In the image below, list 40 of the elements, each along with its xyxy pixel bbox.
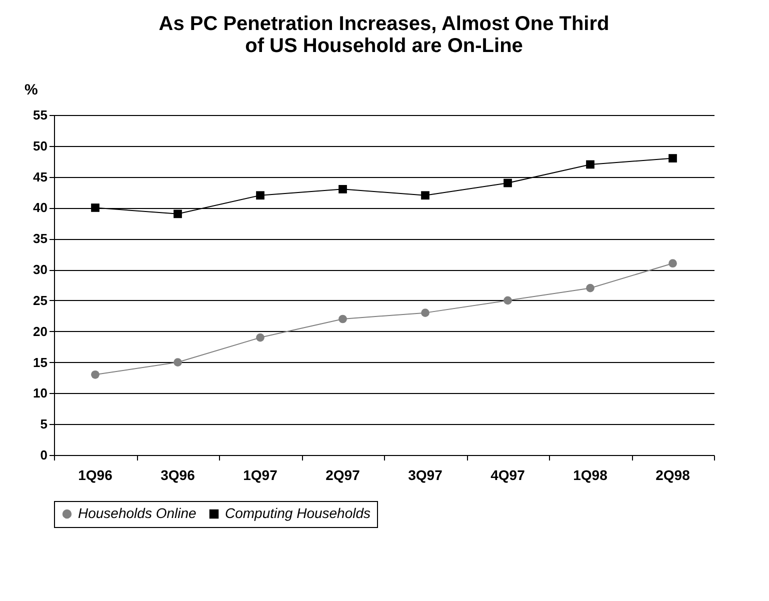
point — [504, 178, 512, 188]
point — [174, 358, 182, 366]
point — [256, 333, 264, 342]
x-tick-label: 1Q96 — [78, 467, 113, 483]
x-tick-label: 1Q98 — [573, 467, 608, 483]
point — [174, 210, 182, 218]
y-tick-label: 10 — [33, 386, 48, 401]
x-tick-label: 1Q97 — [243, 467, 278, 483]
x-tick-label: 3Q97 — [408, 467, 443, 483]
point — [421, 308, 430, 317]
y-tick-label: 20 — [33, 324, 48, 339]
y-tick-label: 50 — [33, 138, 48, 154]
y-tick-label: 0 — [40, 448, 48, 462]
point — [421, 191, 430, 200]
y-tick-label: 5 — [40, 416, 48, 432]
point — [504, 296, 512, 305]
y-tick-label: 45 — [33, 169, 48, 184]
x-tick-label: 2Q97 — [326, 467, 360, 483]
y-axis-title: % — [24, 82, 38, 98]
point — [91, 370, 100, 379]
point — [586, 160, 594, 169]
y-tick-label: 30 — [33, 262, 48, 278]
point — [668, 259, 677, 268]
point — [668, 154, 677, 162]
chart-title: As PC Penetration Increases, Almost One Third of US Household are On-Line — [158, 13, 610, 57]
y-tick-label: 40 — [33, 200, 48, 216]
point — [338, 185, 347, 194]
legend-label: Computing Households — [225, 505, 371, 521]
legend-label: Households Online — [78, 505, 197, 521]
x-tick-label: 3Q96 — [160, 467, 196, 483]
point — [91, 204, 100, 212]
point — [256, 191, 264, 200]
y-tick-label: 35 — [33, 231, 48, 246]
point — [586, 284, 594, 292]
y-tick-label: 15 — [33, 354, 48, 370]
x-tick-label: 4Q97 — [490, 467, 526, 483]
x-tick-label: 2Q98 — [656, 467, 690, 483]
point — [338, 314, 347, 324]
y-tick-label: 55 — [33, 108, 48, 122]
y-tick-label: 25 — [33, 292, 48, 308]
